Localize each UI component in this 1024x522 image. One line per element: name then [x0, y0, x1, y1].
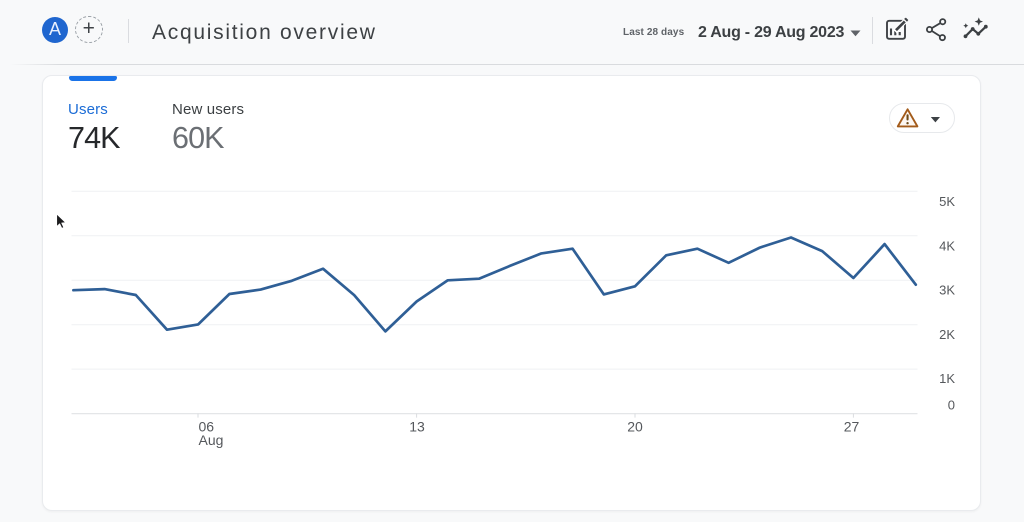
svg-text:06: 06 — [199, 418, 215, 434]
svg-text:13: 13 — [409, 418, 425, 434]
svg-text:5K: 5K — [939, 194, 955, 209]
svg-text:1K: 1K — [939, 371, 955, 386]
svg-text:2K: 2K — [939, 327, 955, 342]
svg-text:27: 27 — [844, 418, 860, 434]
svg-text:20: 20 — [627, 418, 643, 434]
svg-text:0: 0 — [948, 398, 955, 413]
svg-text:4K: 4K — [939, 238, 955, 253]
svg-text:Aug: Aug — [199, 432, 224, 448]
svg-text:3K: 3K — [939, 283, 955, 298]
